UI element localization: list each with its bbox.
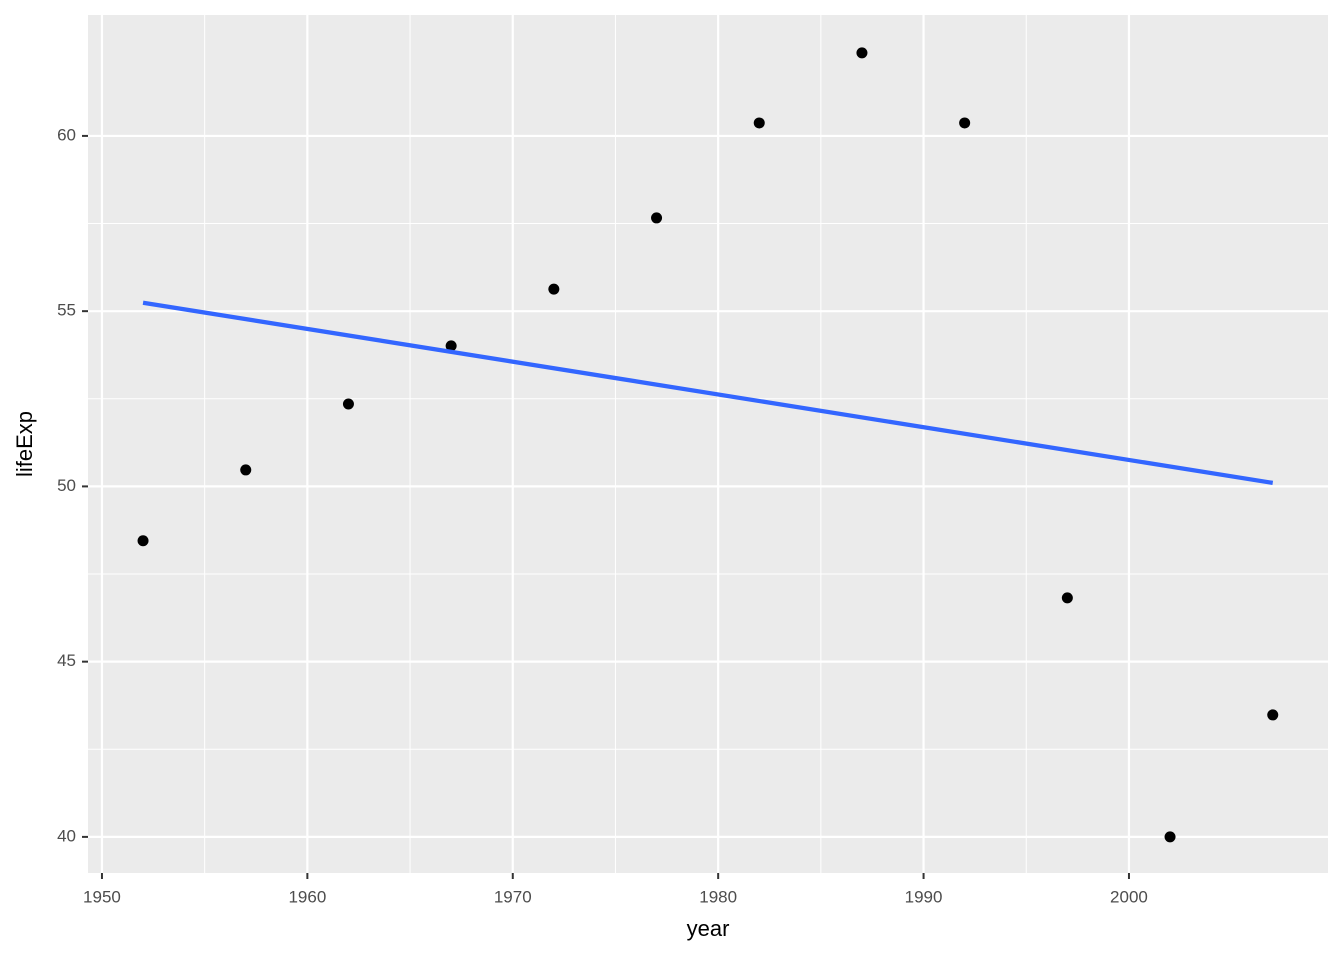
point — [856, 47, 868, 59]
point — [548, 283, 560, 295]
point — [240, 464, 252, 476]
point — [651, 212, 663, 224]
trend-line — [142, 300, 1274, 486]
x-tick-label: 1950 — [83, 887, 121, 906]
y-axis-title: lifeExp — [12, 411, 37, 477]
point — [1164, 831, 1176, 843]
x-tick-label: 1990 — [905, 887, 943, 906]
y-tick-label: 60 — [57, 125, 76, 144]
point — [1267, 709, 1279, 721]
x-tick-label: 1960 — [288, 887, 326, 906]
point — [342, 398, 354, 410]
y-tick-label: 50 — [57, 476, 76, 495]
panel — [88, 15, 1328, 873]
point — [1061, 592, 1073, 604]
x-tick-label: 1970 — [494, 887, 532, 906]
x-tick-label: 1980 — [699, 887, 737, 906]
point — [959, 117, 971, 129]
y-tick-label: 45 — [57, 651, 76, 670]
y-tick-label: 40 — [57, 826, 76, 845]
x-axis-title: year — [687, 916, 730, 941]
x-tick-label: 2000 — [1110, 887, 1148, 906]
y-tick-label: 55 — [57, 301, 76, 320]
point — [137, 535, 149, 547]
point — [753, 117, 765, 129]
point — [445, 340, 457, 352]
